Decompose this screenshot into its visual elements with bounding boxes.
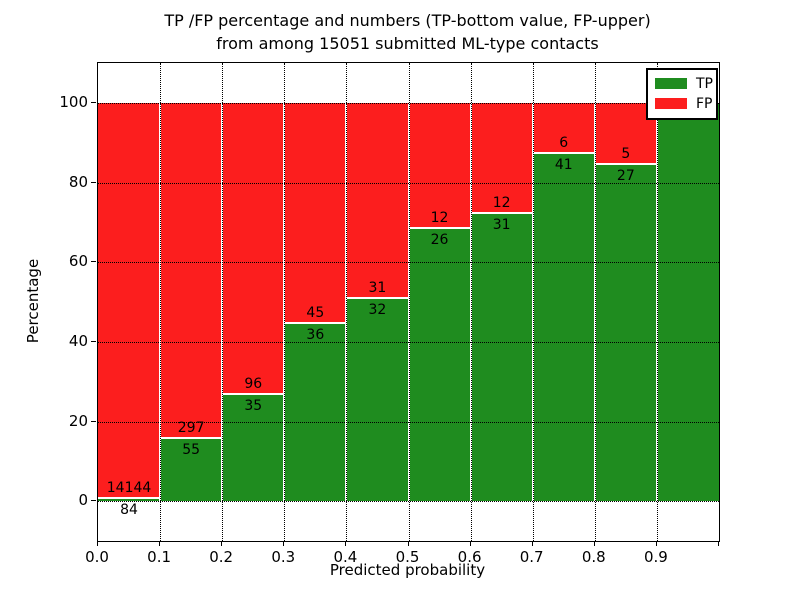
x-tick-label: 0.9	[643, 548, 668, 566]
x-tick-label: 0.5	[395, 548, 420, 566]
bar-segment-tp	[408, 228, 471, 502]
x-tick-label: 0.2	[209, 548, 234, 566]
x-tick	[718, 541, 719, 546]
bar-label-fp: 5	[621, 145, 631, 162]
bar-label-fp: 6	[559, 134, 569, 151]
bar-label-tp: 36	[306, 327, 325, 344]
bar-segment-tp	[284, 324, 347, 502]
chart-title: TP /FP percentage and numbers (TP-bottom…	[97, 9, 718, 55]
bar-label-tp: 26	[430, 231, 449, 248]
x-tick-label: 0.1	[147, 548, 172, 566]
x-tick	[345, 541, 347, 546]
x-tick-label: 0.8	[581, 548, 606, 566]
x-tick-label: 0.4	[333, 548, 358, 566]
bar-segment-tp	[532, 153, 595, 502]
legend-label-tp: TP	[696, 75, 713, 92]
y-tick-label: 100	[59, 92, 88, 111]
x-tick-label: 0.7	[519, 548, 544, 566]
y-tick-label: 0	[78, 491, 88, 510]
bar-label-fp: 12	[492, 194, 511, 211]
bar-segment-fp	[532, 102, 595, 154]
gridline-v	[222, 63, 224, 541]
x-tick	[221, 541, 223, 546]
y-tick	[91, 340, 96, 342]
x-tick	[655, 541, 657, 546]
legend-item-tp: TP	[655, 75, 713, 92]
bar-label-tp: 27	[616, 167, 635, 184]
x-tick	[97, 541, 98, 546]
x-tick	[159, 541, 161, 546]
legend: TP FP	[646, 68, 718, 120]
gridline-v	[408, 63, 410, 541]
gridline-v	[594, 63, 596, 541]
bar-segment-fp	[98, 102, 161, 499]
bar-segment-tp	[222, 394, 285, 502]
gridline-v	[470, 63, 472, 541]
gridline-v	[346, 63, 348, 541]
bar-label-tp: 84	[120, 501, 138, 518]
y-tick	[91, 420, 96, 422]
tp-color-swatch	[655, 78, 687, 89]
x-tick	[531, 541, 533, 546]
y-tick	[91, 500, 96, 502]
bar-segment-tp	[346, 298, 409, 502]
gridline-v	[656, 63, 658, 541]
bar-segment-fp	[408, 102, 471, 229]
bar-label-fp: 14144	[106, 479, 152, 496]
chart-title-line2: from among 15051 submitted ML-type conta…	[216, 34, 599, 53]
legend-item-fp: FP	[655, 95, 713, 112]
bar-segment-tp	[656, 102, 719, 502]
bar-segment-fp	[222, 102, 285, 395]
bar-label-tp: 31	[492, 216, 511, 233]
bar-segment-fp	[284, 102, 347, 325]
bar-segment-tp	[470, 213, 533, 502]
bar-segment-tp	[594, 164, 657, 502]
bar-label-fp: 96	[244, 375, 263, 392]
y-tick-label: 20	[68, 411, 88, 430]
x-tick-label: 0.3	[271, 548, 296, 566]
y-tick	[91, 261, 96, 263]
bar-label-tp: 35	[244, 397, 263, 414]
x-tick	[283, 541, 285, 546]
x-axis-label: Predicted probability	[329, 561, 486, 579]
bar-label-fp: 45	[306, 305, 325, 322]
chart-title-line1: TP /FP percentage and numbers (TP-bottom…	[164, 11, 651, 30]
legend-label-fp: FP	[696, 95, 713, 112]
gridline-v	[532, 63, 534, 541]
y-tick	[91, 101, 96, 103]
bar-segment-fp	[346, 102, 409, 299]
gridline-v	[284, 63, 286, 541]
x-tick	[593, 541, 595, 546]
y-axis-label: Percentage	[24, 258, 42, 344]
x-tick-label: 0.6	[457, 548, 482, 566]
bar-segment-tp	[98, 498, 161, 502]
gridline-v	[160, 63, 162, 541]
bar-segment-tp	[160, 439, 223, 502]
x-tick-label: 0.0	[85, 548, 109, 566]
bar-segment-fp	[160, 102, 223, 440]
y-tick	[91, 181, 96, 183]
y-tick-label: 60	[68, 252, 88, 271]
bar-label-fp: 31	[368, 279, 387, 296]
bar-label-tp: 32	[368, 301, 387, 318]
bar-label-fp: 297	[177, 420, 205, 437]
x-tick	[407, 541, 409, 546]
bar-label-tp: 55	[182, 442, 201, 459]
bar-label-fp: 12	[430, 209, 449, 226]
plot-area: TP FP 14144 84 297 55 96 35 45 36 31 32 12 26 12 31 6 4…	[97, 62, 720, 542]
x-tick	[469, 541, 471, 546]
y-tick-label: 80	[68, 172, 88, 191]
y-tick-label: 40	[68, 331, 88, 350]
bar-label-tp: 41	[554, 156, 573, 173]
bar-segment-fp	[470, 102, 533, 214]
fp-color-swatch	[655, 98, 687, 109]
